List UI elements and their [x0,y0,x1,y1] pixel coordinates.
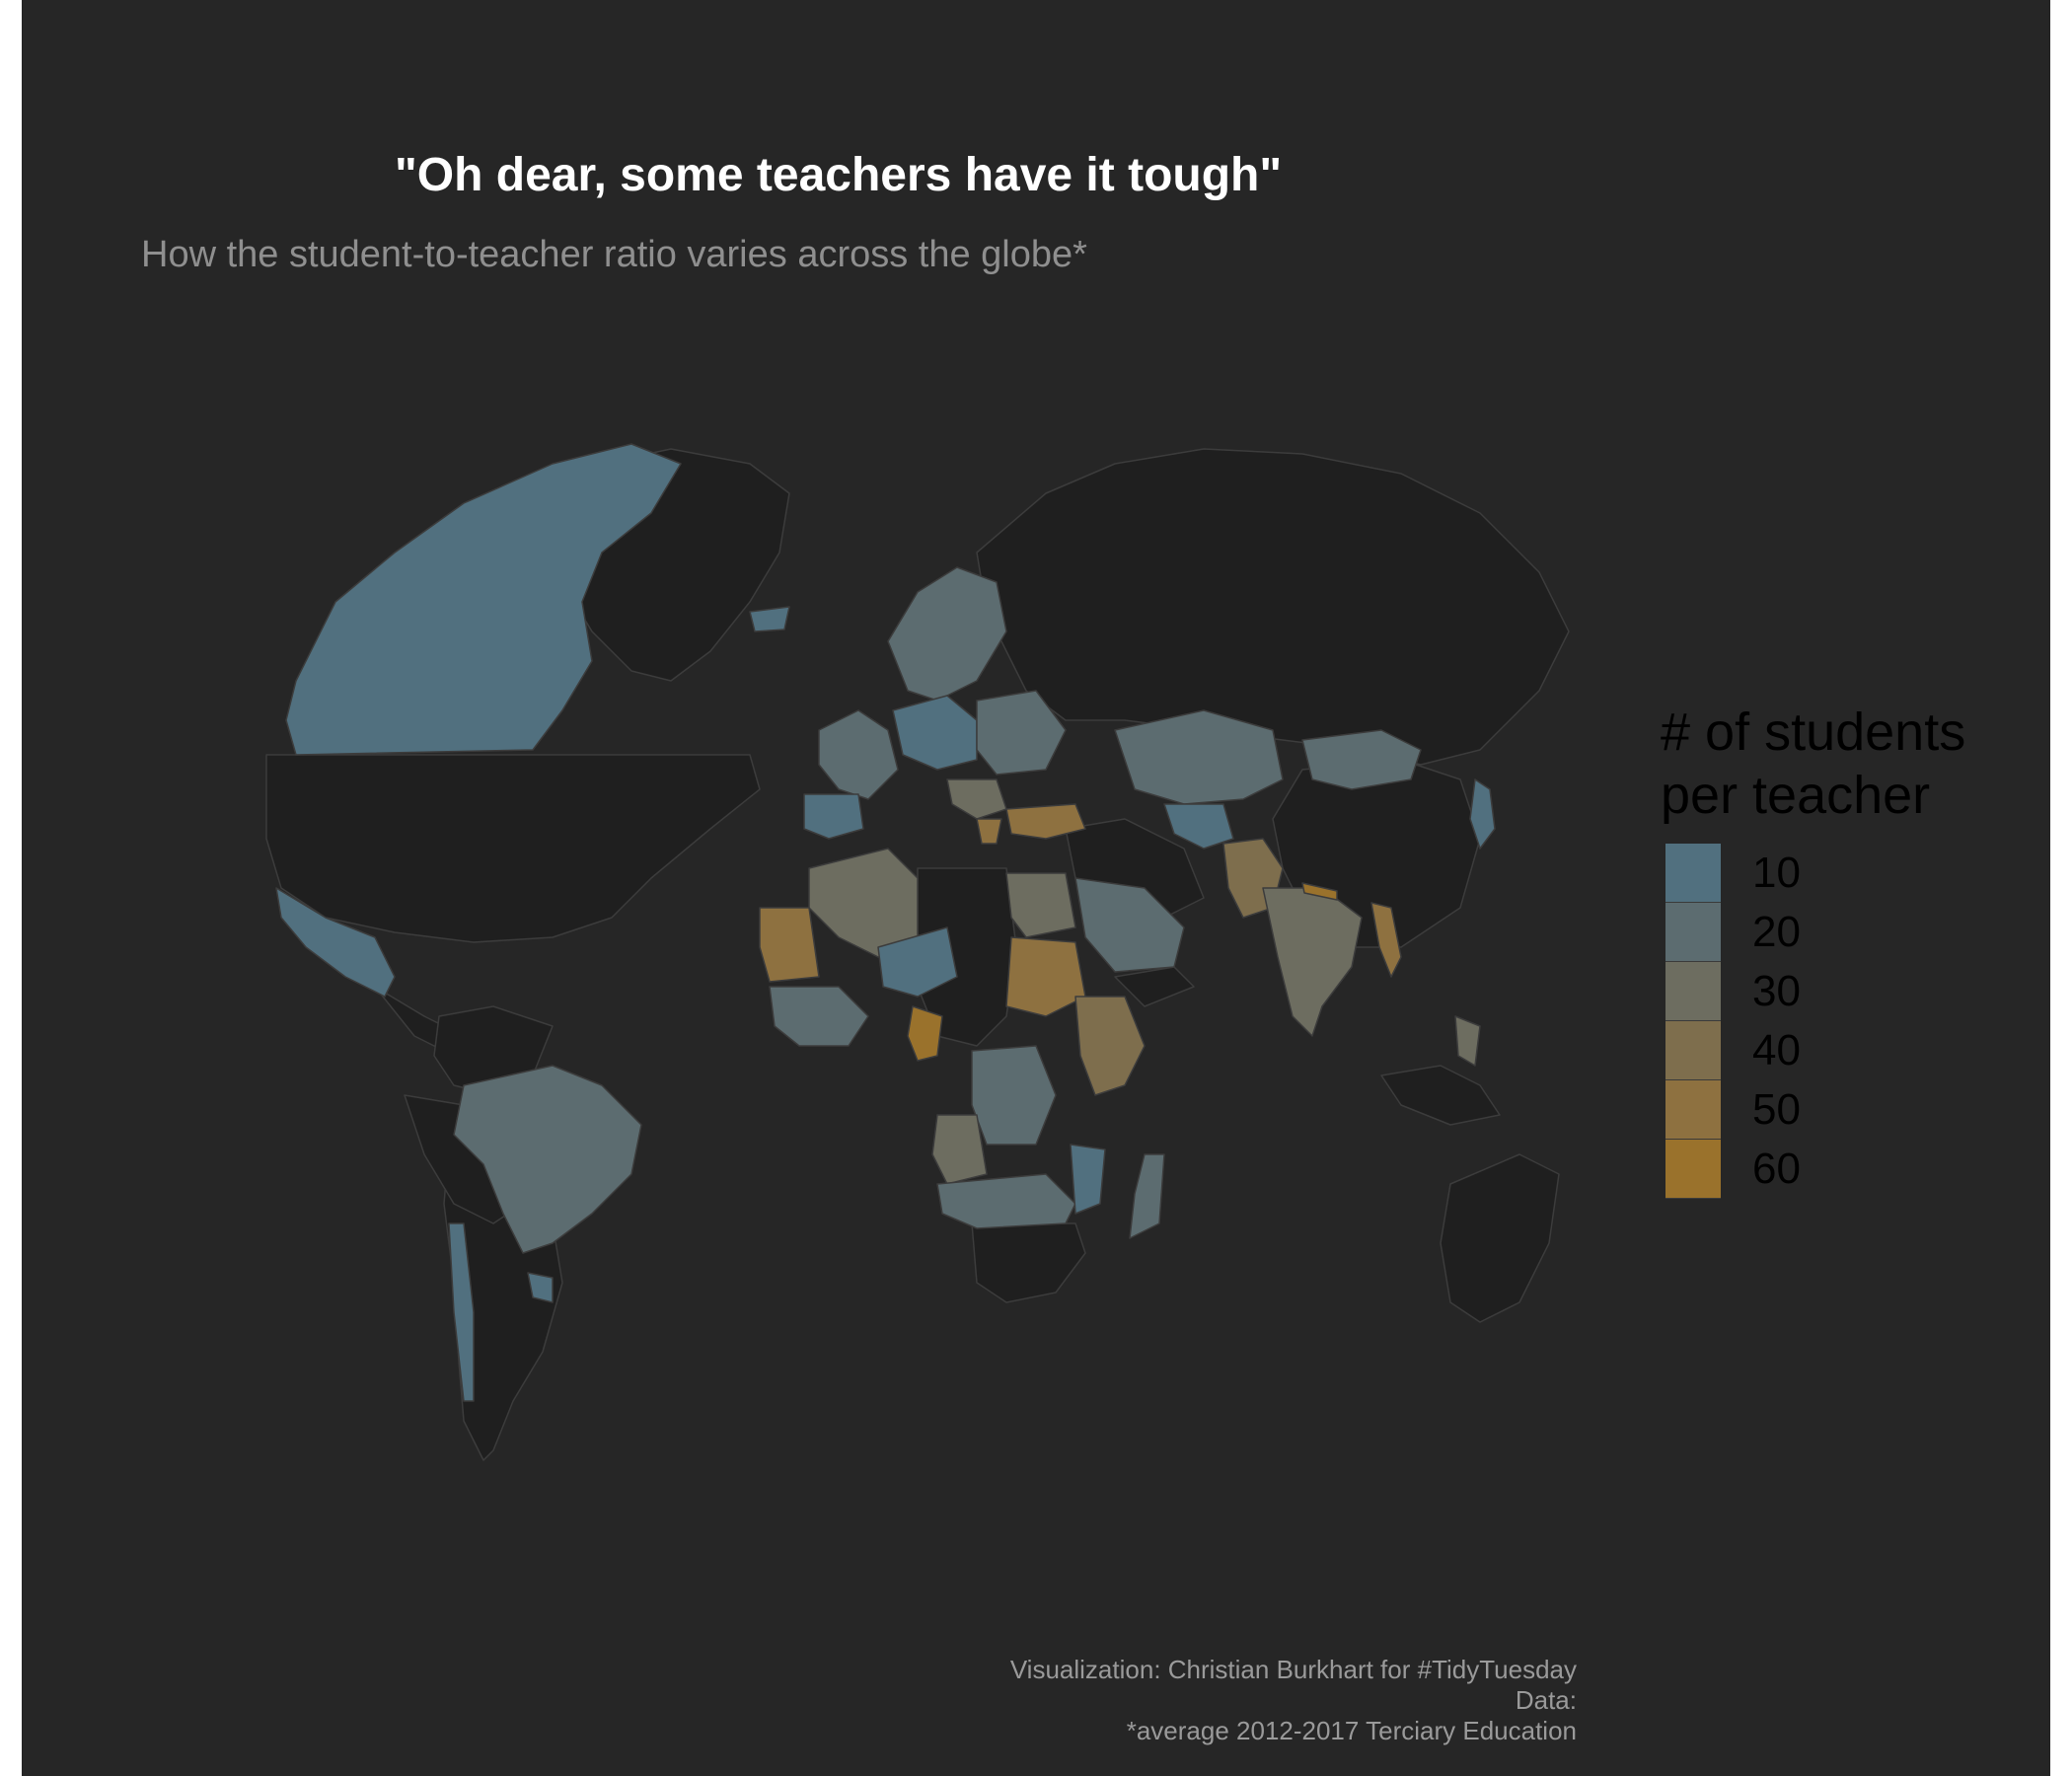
country-saudi-arabia [1074,877,1185,973]
country-angola [931,1114,988,1185]
country-greece [976,818,1002,845]
legend-swatch [1665,1080,1721,1140]
legend-swatch [1665,1021,1721,1080]
country-ethiopia [1074,996,1146,1096]
legend-label: 50 [1752,1085,1801,1134]
country-uruguay [527,1272,554,1303]
country-madagascar [1129,1153,1165,1239]
legend-swatch [1665,1140,1721,1199]
legend-title-line2: per teacher [1661,766,1931,825]
country-egypt [1005,872,1076,938]
country-canada [285,443,682,756]
country-mozambique [1070,1144,1106,1215]
country-germany-poland [892,695,978,771]
country-indonesia [1380,1065,1501,1126]
country-chile [448,1222,475,1402]
legend-label: 10 [1752,849,1801,897]
country-kazakhstan [1114,709,1284,805]
country-nepal [1301,882,1338,901]
country-dr-congo [971,1045,1057,1146]
legend-label: 30 [1752,967,1801,1015]
legend-swatch [1665,903,1721,962]
country-iceland [749,606,790,632]
country-balkans [946,778,1007,820]
caption-note: *average 2012-2017 Terciary Education [1126,1716,1577,1745]
country-russia [976,448,1570,766]
country-south-africa [971,1222,1086,1303]
country-niger [877,926,958,998]
country-mexico [275,887,396,998]
caption: Visualization: Christian Burkhart for #T… [1010,1655,1577,1746]
legend-label: 60 [1752,1145,1801,1193]
legend-swatch [1665,962,1721,1021]
legend-swatch [1665,844,1721,903]
country-turkey [1005,803,1086,840]
country-brazil [453,1065,642,1254]
caption-credit: Visualization: Christian Burkhart for #T… [1009,1655,1577,1684]
country-australia [1440,1153,1560,1323]
country-cameroon [907,1005,943,1062]
country-france-uk [818,709,899,800]
legend-title-line1: # of students [1661,703,1966,762]
legend-label: 20 [1752,908,1801,956]
legend-title: # of students per teacher [1661,701,1965,827]
countries-with-data [275,443,1496,1402]
country-philippines [1454,1015,1481,1067]
country-mongolia [1301,729,1422,790]
no-data-land [265,448,1570,1461]
country-eastern-europe [976,690,1067,776]
country-myanmar [1370,902,1402,978]
caption-data: Data: [1515,1685,1577,1715]
country-mauritania [759,907,820,983]
country-west-africa [769,986,869,1047]
country-japan [1469,778,1496,850]
country-sudan [1005,936,1086,1017]
chart-title: "Oh dear, some teachers have it tough" [395,149,1283,201]
country-usa [265,754,761,943]
country-uzbekistan [1163,803,1234,850]
country-botswana-namibia [936,1173,1076,1229]
chart-subtitle: How the student-to-teacher ratio varies … [141,234,1087,275]
legend-label: 40 [1752,1026,1801,1074]
country-spain [803,793,864,840]
country-scandinavia [887,566,1007,702]
country-india [1262,887,1363,1037]
country-yemen [1114,966,1195,1007]
